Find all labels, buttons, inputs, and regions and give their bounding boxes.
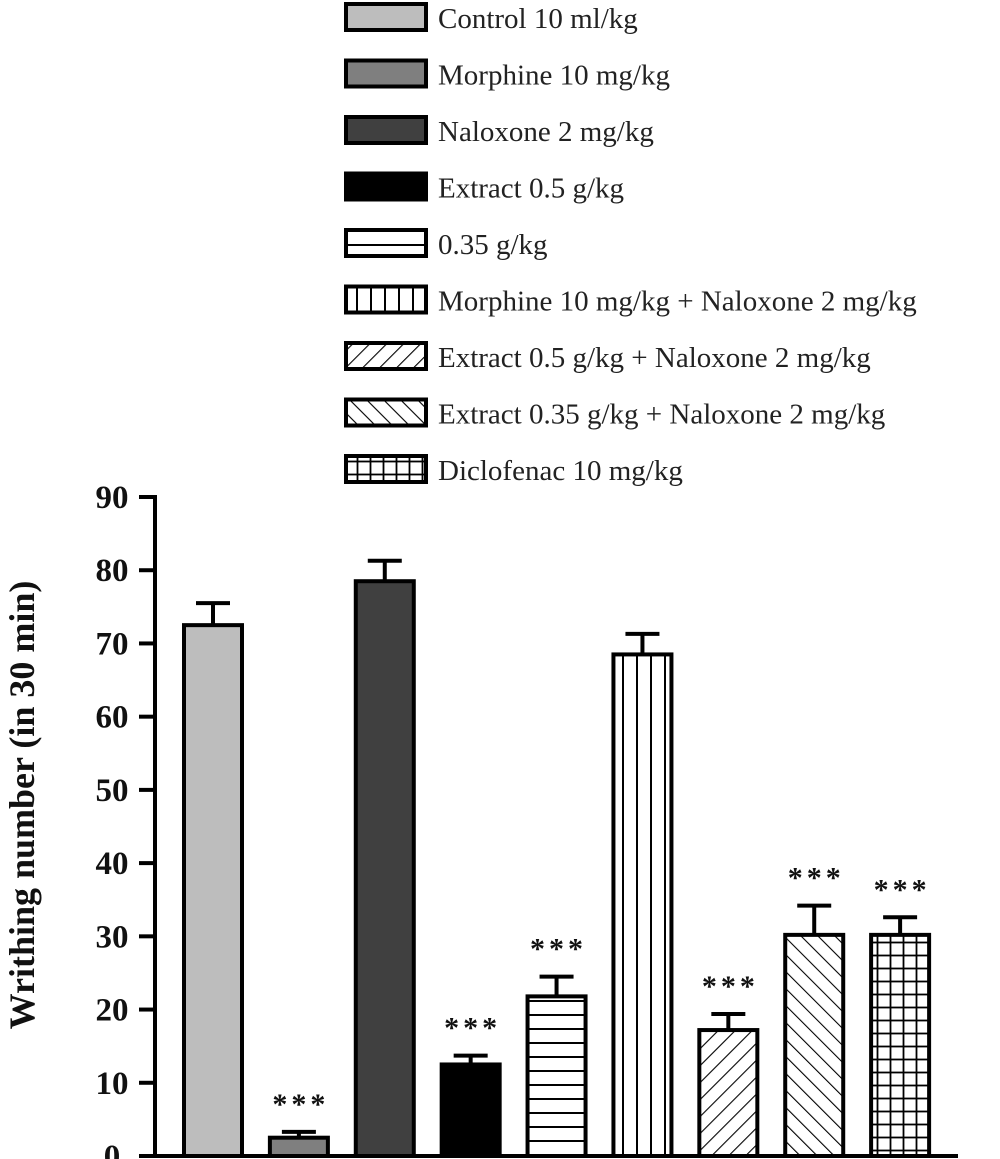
legend-label: Diclofenac 10 mg/kg [438,455,683,487]
legend-swatch [344,171,428,202]
y-tick-label: 90 [96,480,129,516]
legend-swatch [344,58,428,89]
legend-item: Extract 0.35 g/kg + Naloxone 2 mg/kg [344,397,885,431]
y-tick-label: 10 [96,1066,129,1102]
legend-item: Morphine 10 mg/kg + Naloxone 2 mg/kg [344,284,917,318]
legend-label: Extract 0.35 g/kg + Naloxone 2 mg/kg [438,399,885,431]
legend-label: Extract 0.5 g/kg [438,173,624,205]
legend-label: Extract 0.5 g/kg + Naloxone 2 mg/kg [438,342,871,374]
bar-group [353,558,416,1158]
significance-label: *** [874,873,931,906]
legend-label: Control 10 ml/kg [438,3,638,35]
bar [353,579,416,1158]
significance-label: *** [530,933,587,966]
legend-label: Morphine 10 mg/kg + Naloxone 2 mg/kg [438,286,917,318]
bar-group [611,631,674,1159]
legend-swatch [344,2,428,32]
legend-swatch [344,454,428,484]
legend-label: 0.35 g/kg [438,229,548,261]
significance-label: *** [788,862,845,895]
legend-label: Naloxone 2 mg/kg [438,116,654,148]
legend: Control 10 ml/kg Morphine 10 mg/kg Naloxon… [344,2,917,487]
bar-group: *** [869,873,932,1158]
legend-swatch [344,228,428,258]
y-tick-label: 80 [96,553,129,589]
legend-item: Diclofenac 10 mg/kg [344,454,683,487]
bar [267,1135,330,1159]
legend-swatch [344,397,428,428]
legend-swatch [344,284,428,315]
bars: *** *** *** *** *** *** [182,558,932,1159]
bar [182,623,244,1158]
legend-item: Extract 0.5 g/kg + Naloxone 2 mg/kg [344,341,871,374]
bar-group [182,601,244,1158]
legend-item: Control 10 ml/kg [344,2,638,35]
significance-label: *** [272,1088,329,1121]
legend-item: 0.35 g/kg [344,228,548,261]
legend-item: Morphine 10 mg/kg [344,58,670,92]
bar [611,652,674,1159]
y-tick-label: 50 [96,773,129,809]
y-tick-label: 30 [96,919,129,955]
legend-item: Extract 0.5 g/kg [344,171,624,205]
bar-group: *** [783,862,846,1158]
significance-label: *** [444,1012,501,1045]
bar-group: *** [525,933,588,1158]
legend-swatch [344,115,428,145]
bar-group: *** [697,970,760,1158]
bar [869,932,932,1158]
legend-swatch [344,341,428,371]
y-tick-label: 0 [104,1139,121,1159]
y-axis-label: Writhing number (in 30 min) [2,581,42,1030]
y-tick-label: 60 [96,700,129,736]
bar-group: *** [439,1012,502,1158]
y-tick-label: 40 [96,846,129,882]
bar [783,932,846,1158]
bar [697,1028,760,1158]
y-tick-label: 20 [96,993,129,1029]
y-tick-label: 70 [96,626,129,662]
bar [439,1062,502,1158]
bar [525,994,588,1158]
significance-label: *** [702,970,759,1003]
bar-group: *** [267,1088,330,1159]
legend-label: Morphine 10 mg/kg [438,60,670,92]
legend-item: Naloxone 2 mg/kg [344,115,654,148]
